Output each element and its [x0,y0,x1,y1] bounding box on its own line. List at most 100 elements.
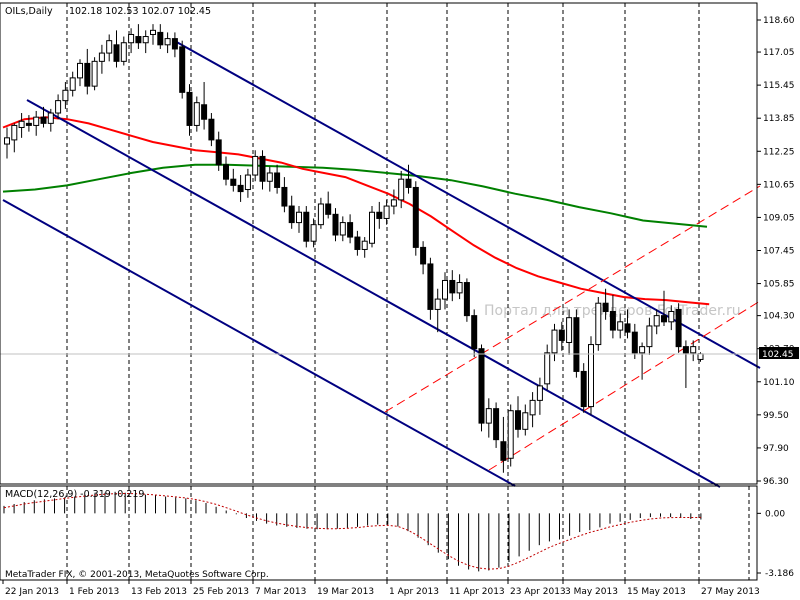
candle [668,305,675,331]
candle-body-bear [84,62,91,87]
candle [456,274,463,300]
candle [62,82,69,109]
candle [223,156,229,186]
candle [179,40,186,99]
candle-body-bull [244,174,251,191]
candle [493,402,500,448]
moving-averages [2,116,710,306]
candle [325,191,332,219]
candle [164,32,171,54]
candle [602,288,609,320]
candle [675,303,682,353]
price-tick-label: 115.45 [763,81,795,91]
price-tick-label: 96.30 [763,477,789,487]
candle [522,404,529,436]
candle-body-bull [390,199,397,207]
candle-body-bull [62,89,69,102]
candle [573,309,580,378]
candle-body-bear [675,308,682,348]
candle-body-bear [412,186,419,248]
time-tick-label: 19 Mar 2013 [317,587,374,597]
candle [639,342,646,380]
channel-upper-line [172,39,761,369]
candle-body-bear [179,46,186,93]
candle-body-bear [631,331,638,354]
candle [485,398,492,438]
trend-channels[interactable] [2,39,761,488]
candle [507,404,514,467]
candle [296,206,302,233]
candle [405,164,412,194]
candle [449,270,456,302]
candle-body-bear [405,178,412,188]
candle-body-bull [33,116,40,126]
candle-body-bull [653,315,660,327]
candle [558,321,565,351]
candle-body-bear [135,36,142,44]
time-tick-label: 13 Feb 2013 [131,587,187,597]
candle-body-bear [420,246,427,265]
candle-body-bull [507,410,514,459]
price-tick-label: 109.05 [763,213,795,223]
candle [113,30,120,68]
candle-body-bull [544,352,551,385]
time-tick-label: 23 Apr 2013 [510,587,566,597]
candle-body-bull [361,240,368,250]
candle [208,113,215,147]
candle-body-bear [274,172,281,188]
candle [347,214,354,244]
candle [281,177,288,213]
candle-body-bull [339,222,346,236]
candle [317,197,324,229]
candle [500,416,507,473]
candle [47,108,54,132]
candle-body-bull [536,385,543,401]
candle-body-bull [120,42,127,62]
candle [580,363,587,413]
price-tick-label: 118.60 [763,16,795,26]
candle [412,181,419,256]
candle [420,241,427,275]
candle [653,309,660,335]
price-tick-label: 99.50 [763,411,789,421]
chart-ohlc-readout: 102.18 102.53 102.07 102.45 [69,6,211,17]
candle [142,30,149,54]
time-tick-label: 15 May 2013 [627,587,686,597]
candle [40,106,47,128]
copyright-text: MetaTrader FIX, © 2001-2013, MetaQuotes … [5,570,269,580]
candle [128,28,135,54]
candle-body-bear [573,317,580,372]
up-channel-upper-dashed [384,185,761,413]
candle [193,96,200,132]
time-tick-label: 1 Apr 2013 [389,587,439,597]
time-tick-label: 3 May 2013 [565,587,618,597]
candle-body-bear [215,139,222,166]
candle [55,94,62,120]
candle-body-bear [682,346,689,354]
time-axis: 22 Jan 2013 1 Feb 2013 13 Feb 2013 25 Feb 2… [2,580,760,597]
candle [361,237,368,258]
candle [244,168,251,198]
candle-body-bull [296,211,302,224]
price-tick-label: 101.10 [763,378,795,388]
candle [529,392,536,428]
candle-body-bull [398,178,405,201]
candle-body-bear [223,164,229,180]
candle [259,150,266,190]
candle-body-bear [624,323,631,333]
candle [544,344,551,391]
candle-body-bear [332,213,339,236]
price-tick-label: 113.85 [763,114,795,124]
candle-body-bull [18,120,25,128]
candle-body-bear [186,91,193,126]
candle-body-bull [4,137,10,145]
candle [478,344,485,432]
candle-body-bull [668,310,675,323]
candle-body-bear [208,118,215,141]
candle-body-bear [478,348,485,424]
candle [631,323,638,360]
current-price-badge: 102.45 [759,347,799,360]
up-channel-lower-dashed [488,300,761,471]
candle-body-bull [646,325,653,348]
